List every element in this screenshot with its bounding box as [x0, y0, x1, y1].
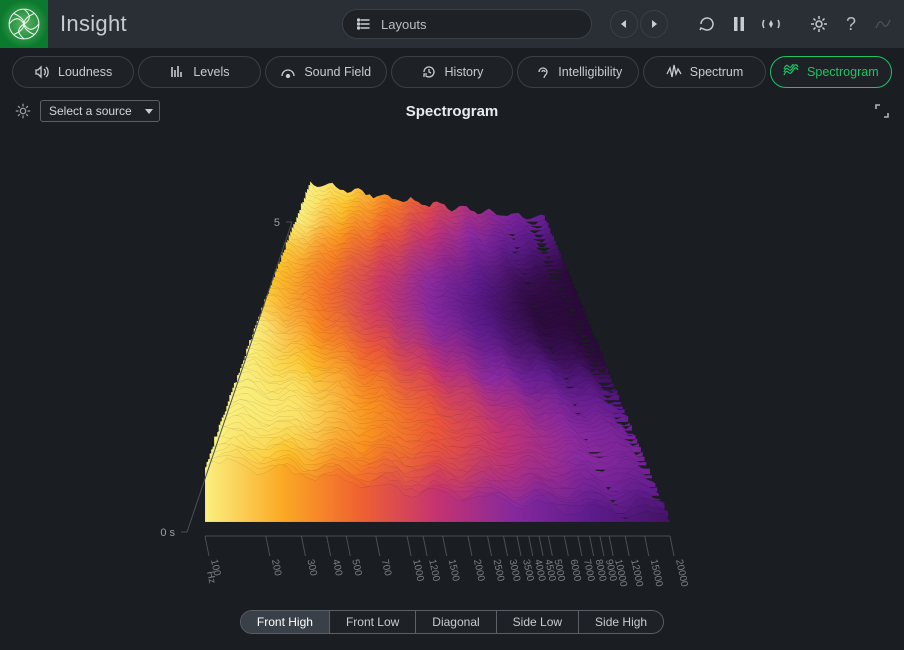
- tab-history[interactable]: History: [391, 56, 513, 88]
- tab-soundfield[interactable]: Sound Field: [265, 56, 387, 88]
- source-select-label: Select a source: [49, 104, 132, 118]
- layout-next-button[interactable]: [640, 10, 668, 38]
- wave-icon: [666, 64, 682, 80]
- tab-loudness[interactable]: Loudness: [12, 56, 134, 88]
- reset-button[interactable]: [694, 11, 720, 37]
- svg-text:0 s: 0 s: [160, 527, 175, 539]
- svg-text:20000: 20000: [673, 558, 690, 588]
- tab-label: Spectrum: [690, 65, 744, 79]
- svg-text:15000: 15000: [648, 558, 665, 588]
- triangle-left-icon: [619, 19, 629, 29]
- tab-label: Intelligibility: [558, 65, 622, 79]
- layouts-dropdown[interactable]: Layouts: [342, 9, 592, 39]
- speaker-icon: [34, 64, 50, 80]
- svg-text:2000: 2000: [471, 558, 486, 582]
- arc-icon: [280, 64, 296, 80]
- svg-text:500: 500: [349, 558, 363, 577]
- reset-icon: [697, 14, 717, 34]
- tab-spectrum[interactable]: Spectrum: [643, 56, 765, 88]
- tab-label: History: [445, 65, 484, 79]
- tab-label: Loudness: [58, 65, 112, 79]
- list-icon: [357, 17, 371, 31]
- gear-icon: [809, 14, 829, 34]
- panel-settings-button[interactable]: [14, 102, 32, 120]
- svg-text:6000: 6000: [567, 558, 582, 582]
- settings-button[interactable]: [806, 11, 832, 37]
- ear-icon: [534, 64, 550, 80]
- svg-text:5: 5: [274, 217, 280, 229]
- module-tabs: Loudness Levels Sound Field History Intellig…: [0, 48, 904, 96]
- spiral-icon: [7, 7, 41, 41]
- tab-levels[interactable]: Levels: [138, 56, 260, 88]
- svg-text:1500: 1500: [446, 558, 461, 582]
- waterfall-icon: [783, 64, 799, 80]
- signal-icon: [873, 14, 893, 34]
- expand-button[interactable]: [874, 103, 890, 119]
- view-side-low[interactable]: Side Low: [497, 611, 579, 633]
- view-side-high[interactable]: Side High: [579, 611, 663, 633]
- broadcast-button[interactable]: [758, 11, 784, 37]
- pause-button[interactable]: [726, 11, 752, 37]
- app-title: Insight: [60, 11, 127, 37]
- tab-intelligibility[interactable]: Intelligibility: [517, 56, 639, 88]
- app-logo: [0, 0, 48, 48]
- tab-label: Levels: [193, 65, 229, 79]
- tab-label: Sound Field: [304, 65, 371, 79]
- svg-text:200: 200: [269, 558, 283, 577]
- stream-button-disabled: [870, 11, 896, 37]
- svg-text:1200: 1200: [426, 558, 441, 582]
- svg-text:400: 400: [330, 558, 344, 577]
- view-angle-segment: Front HighFront LowDiagonalSide LowSide …: [240, 610, 664, 634]
- triangle-right-icon: [649, 19, 659, 29]
- bars-icon: [169, 64, 185, 80]
- layout-prev-button[interactable]: [610, 10, 638, 38]
- svg-text:1000: 1000: [410, 558, 425, 582]
- svg-text:2500: 2500: [491, 558, 506, 582]
- svg-text:3000: 3000: [507, 558, 522, 582]
- source-select[interactable]: Select a source: [40, 100, 160, 122]
- history-icon: [421, 64, 437, 80]
- tab-label: Spectrogram: [807, 65, 879, 79]
- pause-icon: [732, 16, 746, 32]
- broadcast-icon: [760, 14, 782, 34]
- svg-text:12000: 12000: [628, 558, 645, 588]
- help-button[interactable]: ?: [838, 11, 864, 37]
- layouts-label: Layouts: [381, 17, 427, 32]
- view-front-high[interactable]: Front High: [241, 611, 330, 633]
- view-diagonal[interactable]: Diagonal: [416, 611, 496, 633]
- spectrogram-canvas[interactable]: 0 s5100200300400500700100012001500200025…: [0, 122, 904, 608]
- svg-text:Hz: Hz: [204, 570, 217, 584]
- svg-text:700: 700: [379, 558, 393, 577]
- view-front-low[interactable]: Front Low: [330, 611, 416, 633]
- svg-text:300: 300: [304, 558, 318, 577]
- tab-spectrogram[interactable]: Spectrogram: [770, 56, 892, 88]
